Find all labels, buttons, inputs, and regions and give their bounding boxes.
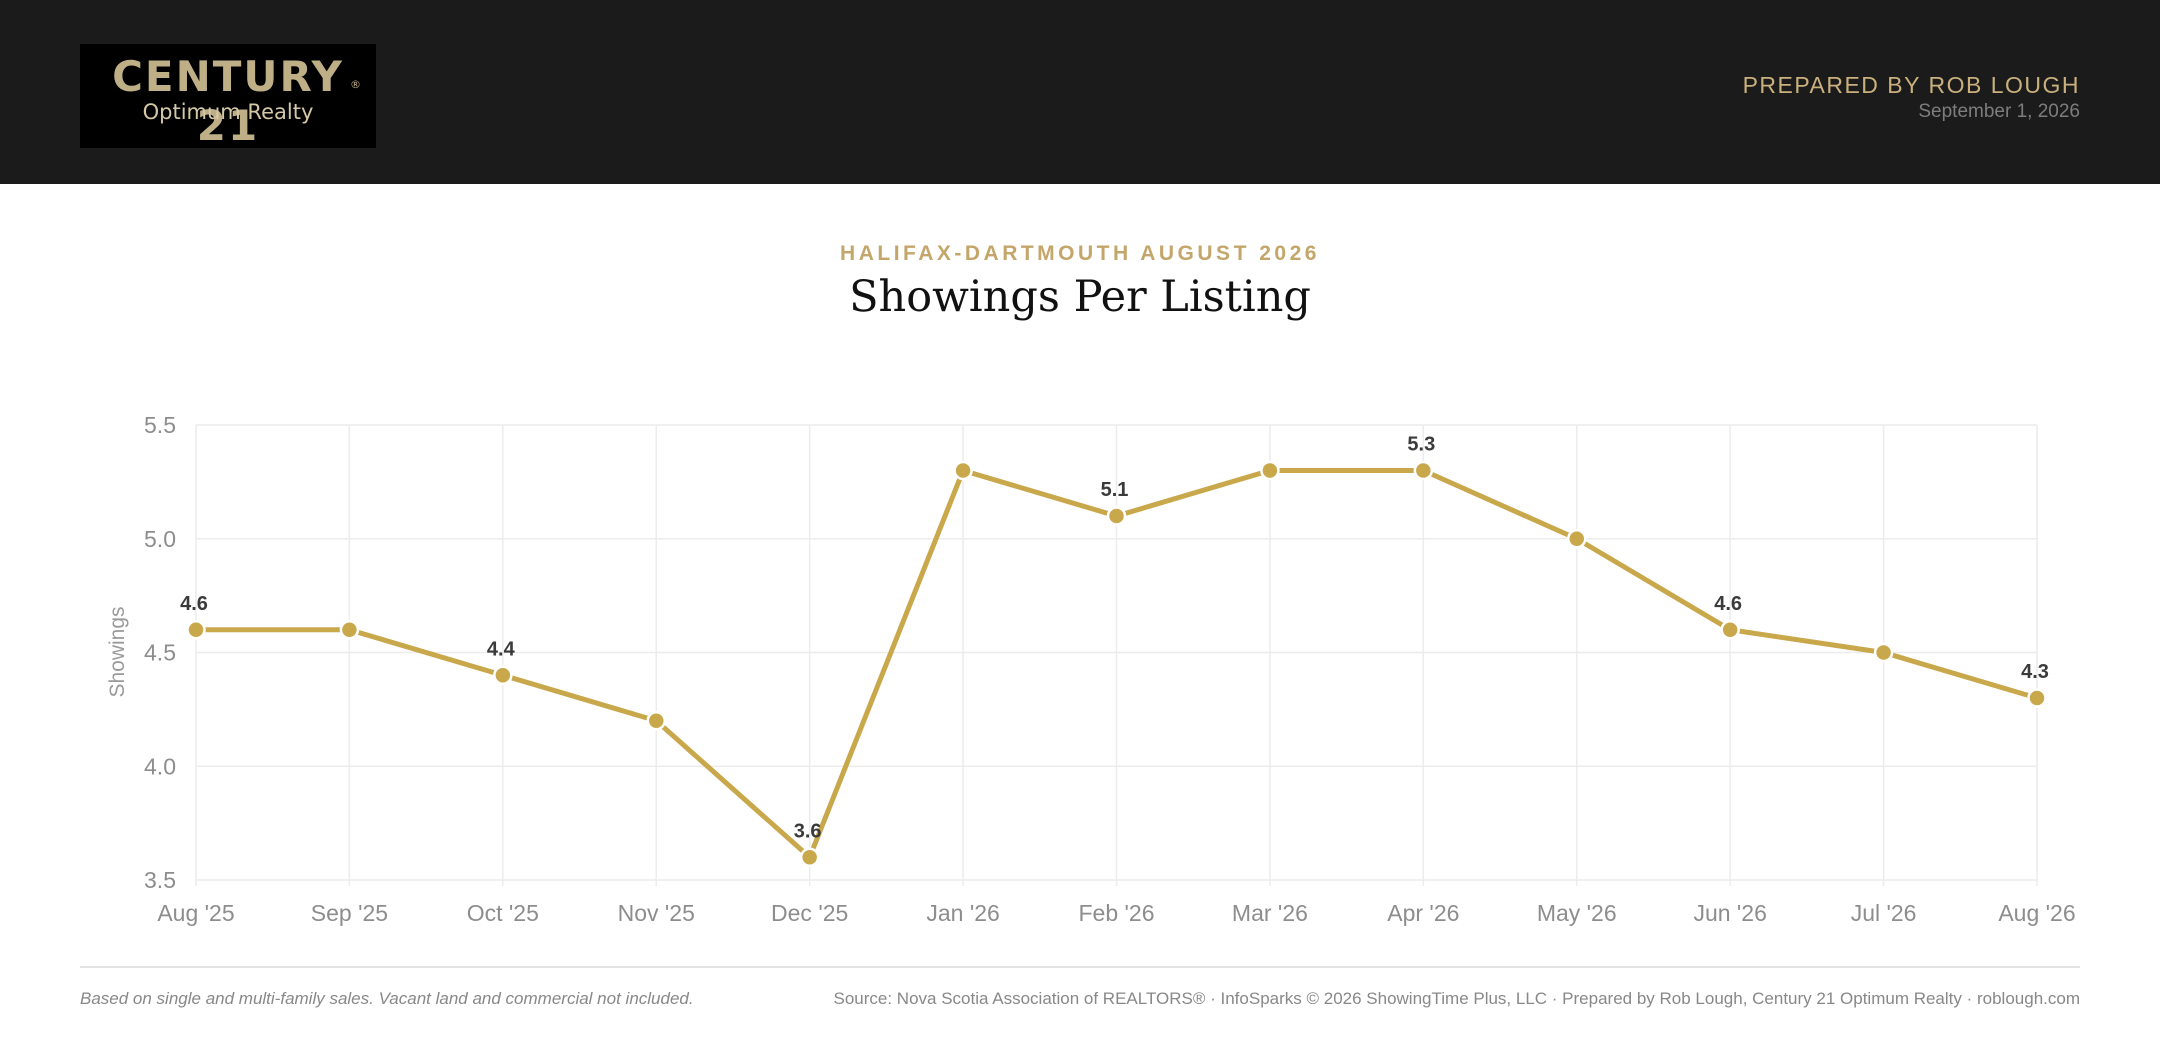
- x-tick-label: Apr '26: [1387, 900, 1459, 926]
- x-tick-label: Oct '25: [467, 900, 539, 926]
- y-tick-label: 4.0: [144, 753, 176, 779]
- x-tick-label: Jan '26: [926, 900, 999, 926]
- x-tick-label: Mar '26: [1232, 900, 1308, 926]
- data-point: [1873, 642, 1894, 663]
- century21-logo: CENTURY 21 ® Optimum Realty: [80, 44, 376, 150]
- data-point: [2027, 688, 2047, 708]
- x-tick-label: Aug '26: [1998, 900, 2075, 926]
- data-point: [799, 847, 820, 867]
- x-tick-label: Jun '26: [1693, 900, 1766, 926]
- data-point: [493, 665, 513, 685]
- x-tick-label: Dec '25: [771, 900, 848, 926]
- data-point: [1567, 529, 1587, 549]
- data-label: 4.6: [1714, 593, 1742, 615]
- data-point: [646, 711, 666, 731]
- data-point: [1106, 506, 1127, 526]
- y-tick-label: 5.0: [144, 526, 176, 552]
- data-label: 5.3: [1407, 434, 1435, 456]
- data-point: [186, 620, 206, 640]
- footnote-note: Based on single and multi-family sales. …: [80, 989, 694, 1008]
- y-tick-label: 3.5: [144, 867, 176, 893]
- chart-title: Showings Per Listing: [849, 272, 1311, 322]
- data-point: [953, 460, 973, 481]
- x-tick-label: Jul '26: [1851, 900, 1917, 926]
- page-header: CENTURY 21 ® Optimum Realty PREPARED BY …: [0, 0, 2160, 184]
- x-tick-label: Aug '25: [157, 900, 234, 926]
- x-tick-label: Sep '25: [311, 900, 388, 926]
- data-label: 4.3: [2021, 661, 2049, 683]
- data-label: 5.1: [1101, 479, 1129, 501]
- prepared-by: PREPARED BY ROB LOUGH: [1742, 72, 2080, 98]
- y-tick-label: 5.5: [144, 412, 176, 438]
- logo-office-name: Optimum Realty: [142, 100, 314, 124]
- data-label: 4.4: [487, 638, 516, 660]
- y-tick-label: 4.5: [144, 640, 176, 666]
- y-axis-title: Showings: [106, 606, 129, 697]
- data-point: [1413, 460, 1434, 481]
- data-point: [339, 620, 360, 640]
- data-point: [1720, 620, 1740, 640]
- footer-divider: [80, 966, 2080, 968]
- x-tick-label: Feb '26: [1079, 900, 1155, 926]
- logo-registered-mark: ®: [350, 78, 361, 91]
- data-label: 3.6: [794, 820, 822, 842]
- logo-brand-name: CENTURY 21: [112, 52, 344, 150]
- data-label: 4.6: [180, 593, 208, 615]
- footnote-source: Source: Nova Scotia Association of REALT…: [833, 989, 2081, 1008]
- x-tick-label: Nov '25: [618, 900, 695, 926]
- x-tick-label: May '26: [1537, 900, 1617, 926]
- data-point: [1260, 460, 1280, 481]
- report-date: September 1, 2026: [1918, 101, 2080, 122]
- report-kicker: HALIFAX-DARTMOUTH AUGUST 2026: [840, 242, 1320, 265]
